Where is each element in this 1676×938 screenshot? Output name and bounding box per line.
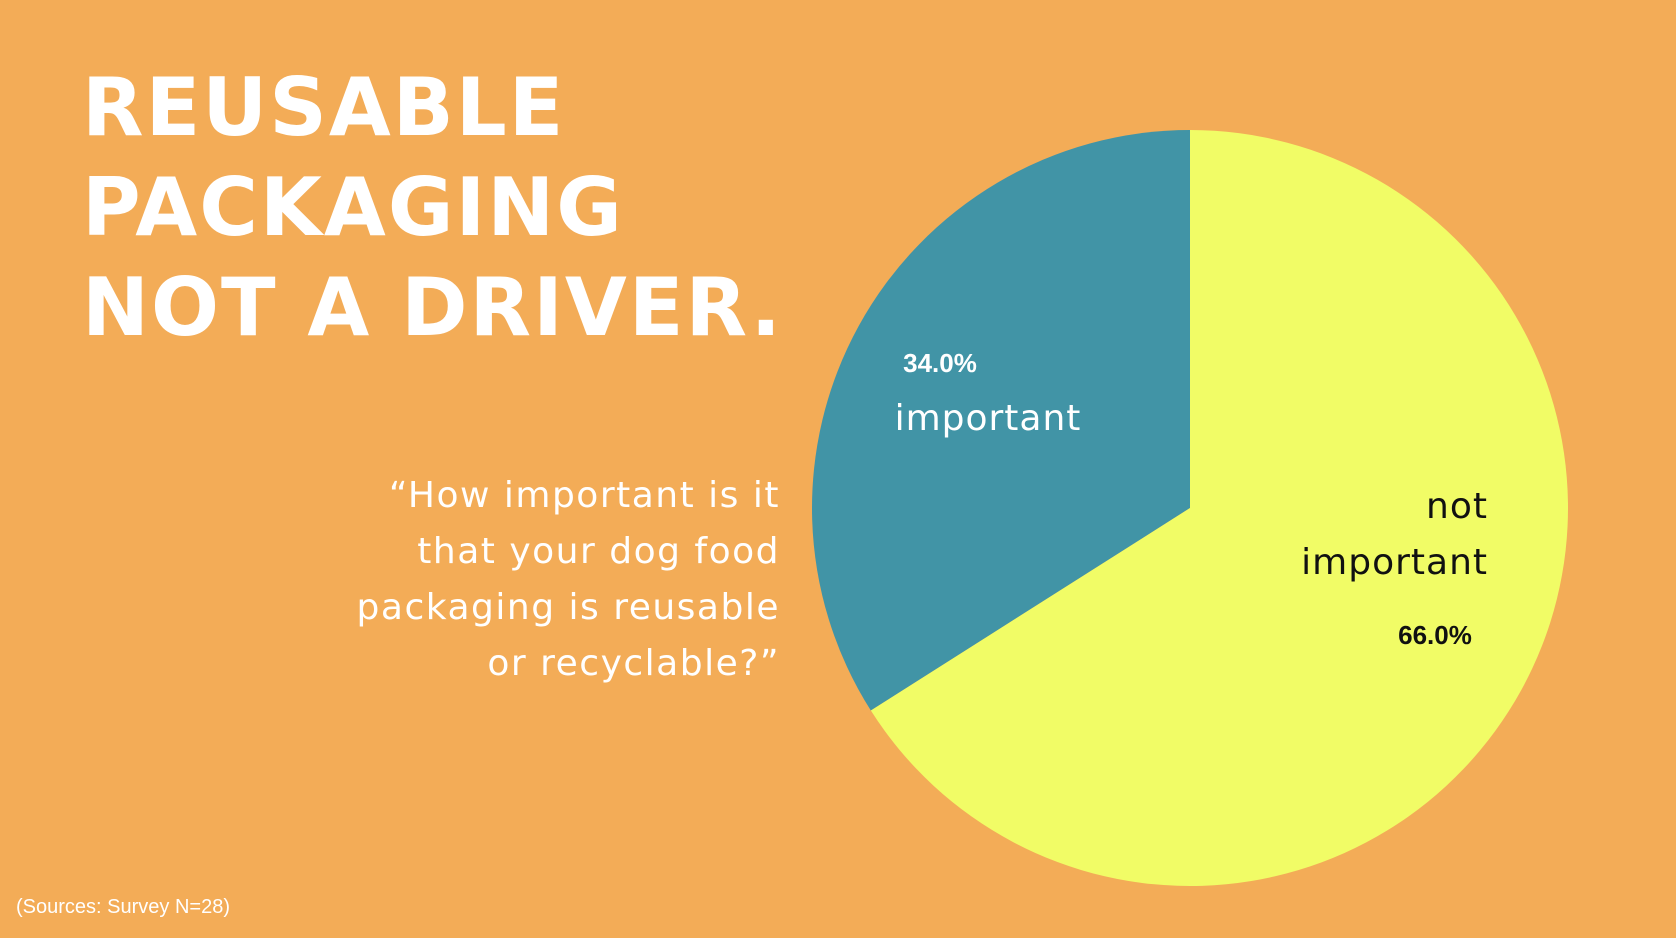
slide-headline: REUSABLE PACKAGING NOT A DRIVER. xyxy=(82,58,782,358)
slice-value-label: 66.0% xyxy=(1398,620,1472,650)
headline-line: NOT A DRIVER. xyxy=(82,261,783,354)
headline-line: REUSABLE xyxy=(82,61,566,154)
survey-question: “How important is it that your dog food … xyxy=(320,468,780,692)
question-line: “How important is it xyxy=(388,475,780,516)
slice-category-label: important xyxy=(895,398,1082,439)
slice-category-label: important xyxy=(1301,542,1488,583)
pie-slice xyxy=(812,130,1190,711)
source-note: (Sources: Survey N=28) xyxy=(16,896,230,918)
pie-slice xyxy=(870,130,1568,886)
question-line: that your dog food xyxy=(417,531,780,572)
question-line: or recyclable?” xyxy=(487,643,780,684)
question-line: packaging is reusable xyxy=(356,587,780,628)
slice-value-label: 34.0% xyxy=(903,348,977,378)
slice-category-label: not xyxy=(1426,486,1488,527)
headline-line: PACKAGING xyxy=(82,161,624,254)
